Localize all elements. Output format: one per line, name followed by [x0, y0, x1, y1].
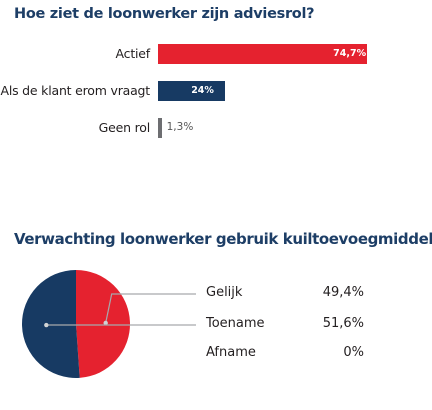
- bar-category-label: Geen rol: [98, 120, 151, 135]
- bar-value-label: 74,7%: [333, 48, 367, 59]
- pie-slice-toename: [22, 270, 80, 378]
- bar-category-label: Actief: [115, 46, 151, 61]
- pie-slice-gelijk: [76, 270, 131, 378]
- legend-label: Gelijk: [206, 285, 243, 300]
- pie-chart-title: Verwachting loonwerker gebruik kuiltoevo…: [14, 230, 432, 248]
- bar-value-label: 1,3%: [166, 121, 194, 133]
- legend-label: Afname: [206, 345, 256, 360]
- bar-chart-title: Hoe ziet de loonwerker zijn adviesrol?: [14, 6, 315, 22]
- bar-value-label: 24%: [191, 85, 214, 96]
- legend-label: Toename: [206, 316, 265, 331]
- bar-category-label: Als de klant erom vraagt: [0, 83, 150, 98]
- bar: [158, 81, 226, 101]
- legend-value: 49,4%: [322, 285, 364, 300]
- legend-value: 0%: [343, 345, 364, 360]
- bar: [158, 118, 162, 138]
- legend-value: 51,6%: [322, 316, 364, 331]
- pie-chart: [22, 270, 131, 378]
- bar: [158, 44, 368, 64]
